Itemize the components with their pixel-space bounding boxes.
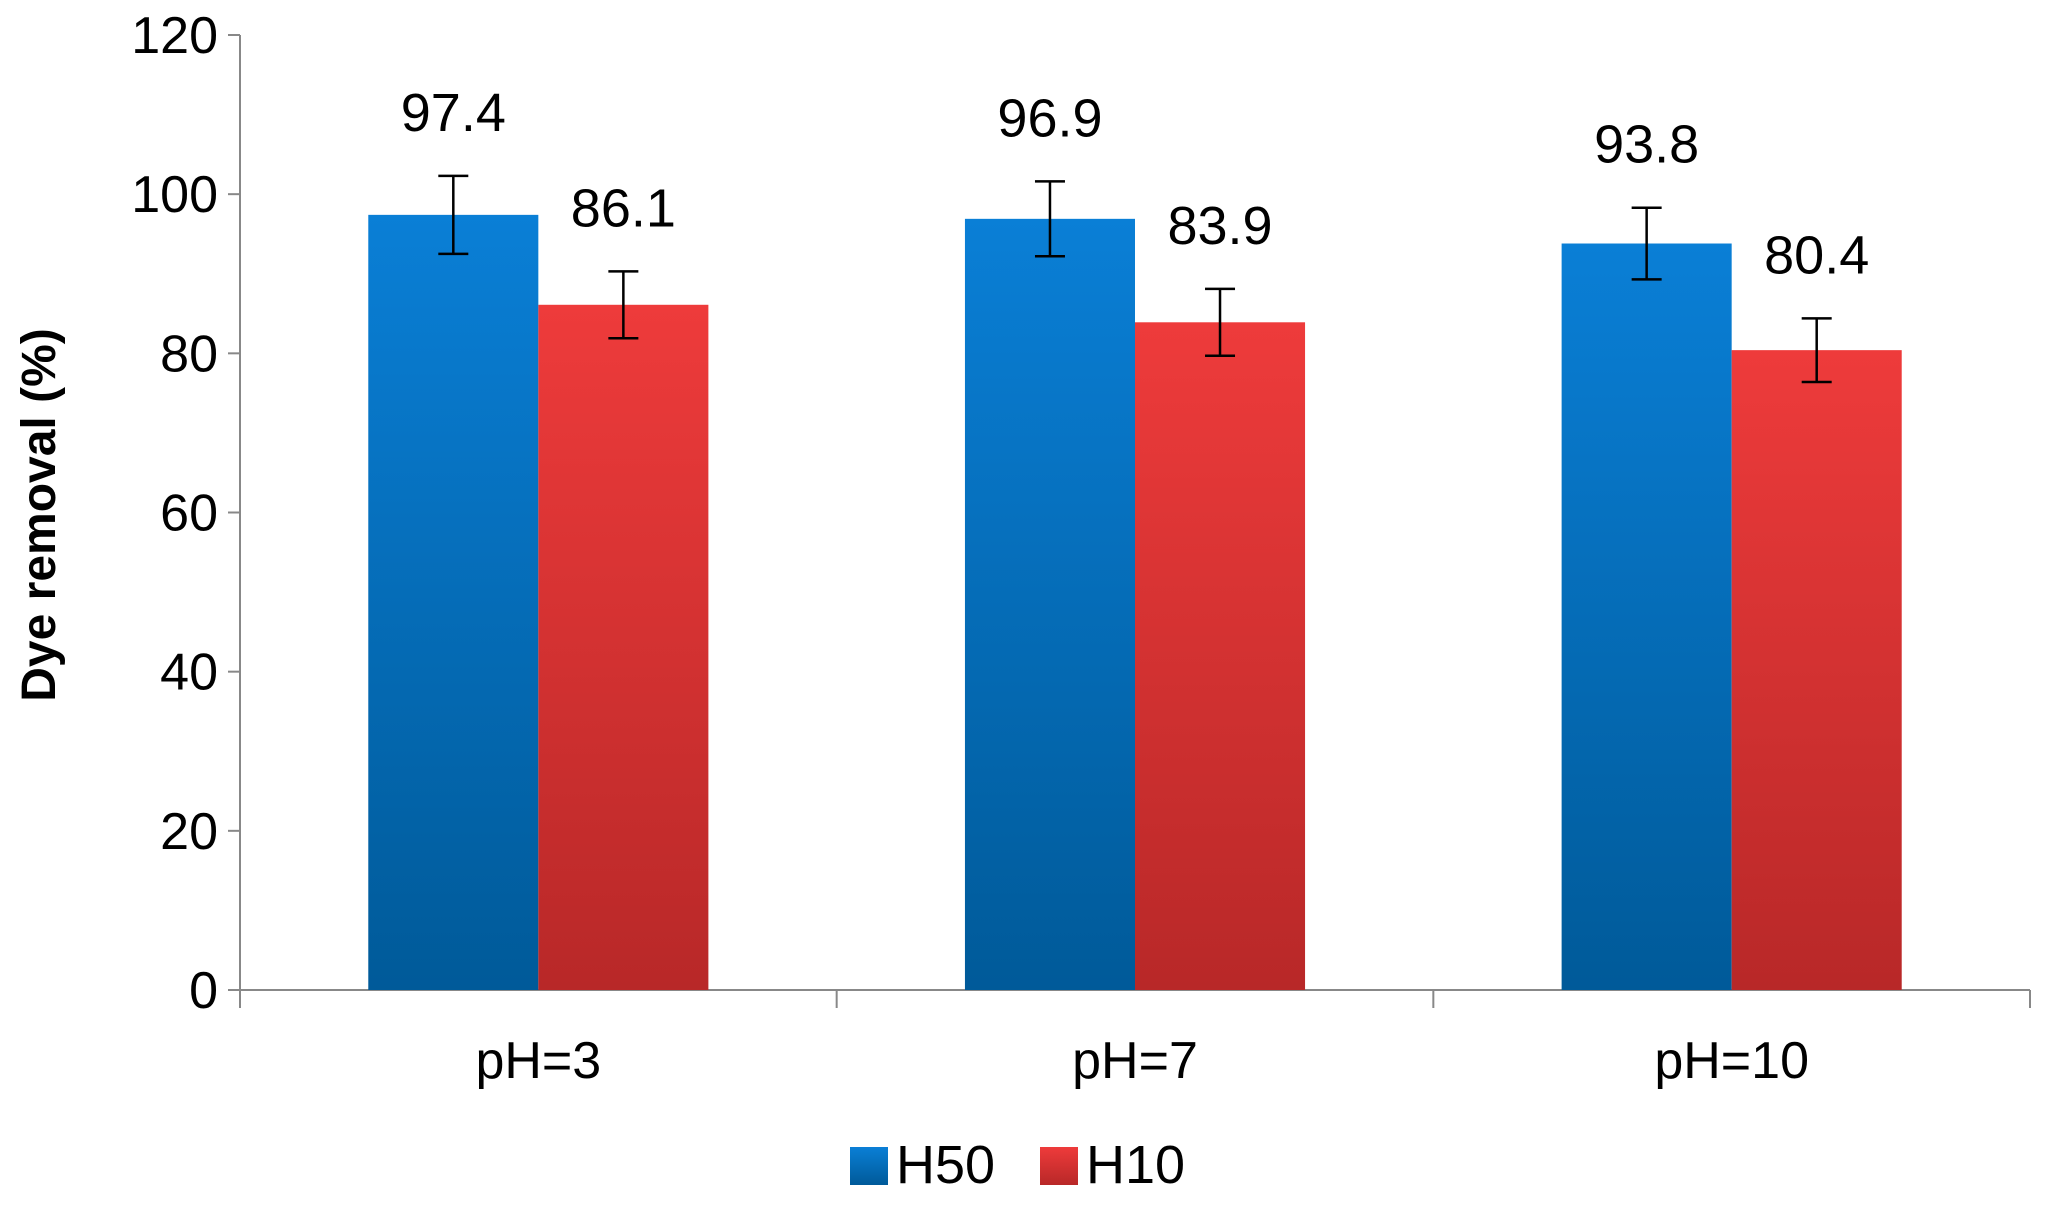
data-label: 97.4: [401, 83, 506, 143]
legend-label: H50: [896, 1135, 995, 1195]
bar-h10: [538, 304, 709, 991]
y-axis-label: Dye removal (%): [13, 328, 66, 701]
y-tick-label: 120: [131, 7, 218, 65]
x-category-label: pH=7: [1072, 1032, 1198, 1090]
y-tick-label: 20: [160, 803, 218, 861]
y-tick-label: 80: [160, 325, 218, 383]
data-label: 80.4: [1764, 225, 1869, 285]
bar-h50: [368, 214, 539, 990]
y-tick-label: 100: [131, 166, 218, 224]
legend-label: H10: [1086, 1135, 1185, 1195]
y-tick-label: 0: [189, 962, 218, 1020]
data-label: 93.8: [1594, 115, 1699, 175]
bar-h10: [1731, 350, 1902, 990]
x-category-label: pH=10: [1654, 1032, 1809, 1090]
x-category-label: pH=3: [475, 1032, 601, 1090]
data-label: 83.9: [1167, 196, 1272, 256]
legend-swatch-h10: [1040, 1147, 1078, 1185]
y-tick-label: 60: [160, 485, 218, 543]
bar-h10: [1135, 322, 1306, 990]
y-tick-label: 40: [160, 644, 218, 702]
bar-h50: [1561, 243, 1732, 991]
data-label: 96.9: [997, 88, 1102, 148]
legend-swatch-h50: [850, 1147, 888, 1185]
bar-h50: [964, 218, 1135, 990]
data-label: 86.1: [571, 178, 676, 238]
